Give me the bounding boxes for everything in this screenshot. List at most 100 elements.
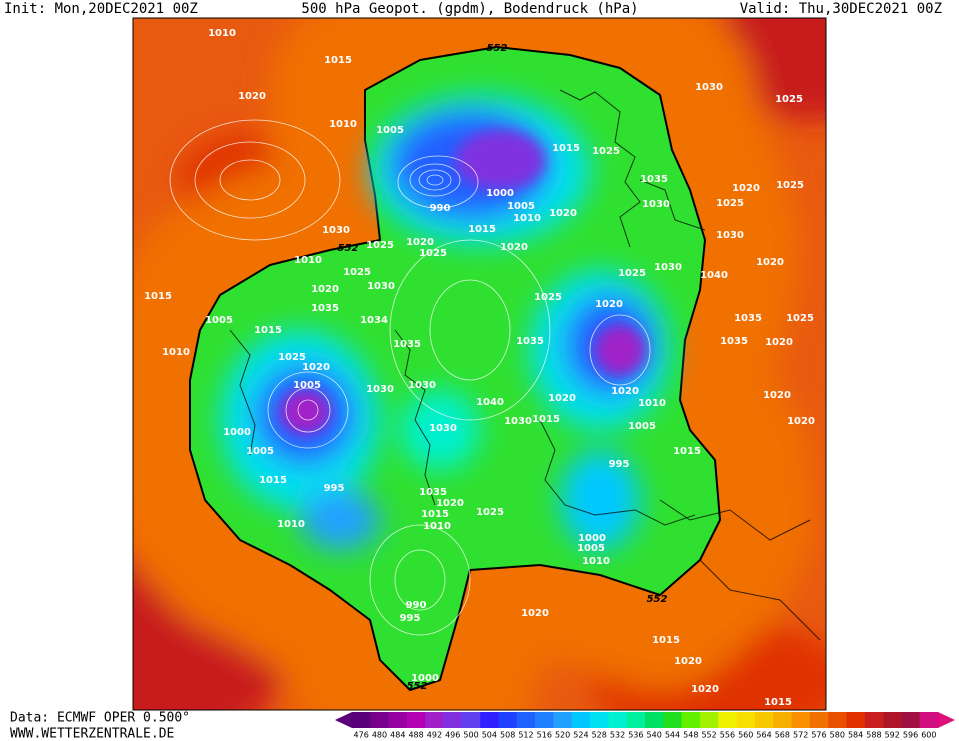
colorbar-label: 592 <box>885 731 900 740</box>
isobar-label: 1000 <box>486 188 514 199</box>
isobar-label: 1015 <box>673 446 701 457</box>
isobar-label: 1025 <box>419 248 447 259</box>
colorbar-swatch <box>425 712 444 728</box>
colorbar-swatch <box>645 712 664 728</box>
colorbar-arrow-right <box>938 712 955 728</box>
isobar-label: 1015 <box>144 291 172 302</box>
isobar-label: 1040 <box>700 270 728 281</box>
isobar-label: 1015 <box>764 697 792 708</box>
colorbar-swatch <box>809 712 829 728</box>
isobar-label: 1035 <box>720 336 748 347</box>
isobar-label: 1005 <box>628 421 656 432</box>
isobar-label: 1035 <box>419 487 447 498</box>
colorbar-swatch <box>663 712 682 728</box>
colorbar-label: 500 <box>463 731 478 740</box>
colorbar-label: 476 <box>354 731 369 740</box>
isobar-label: 1005 <box>205 315 233 326</box>
isobar-label: 1020 <box>238 91 266 102</box>
isobar-label: 1020 <box>691 684 719 695</box>
isobar-label: 1010 <box>294 255 322 266</box>
colorbar-label: 572 <box>793 731 808 740</box>
isobar-label: 1015 <box>254 325 282 336</box>
colorbar-swatch <box>553 712 573 728</box>
colorbar-label: 596 <box>903 731 918 740</box>
isobar-label: 1010 <box>277 519 305 530</box>
isobar-label: 1030 <box>642 199 670 210</box>
colorbar-swatch <box>590 712 609 728</box>
isobar-label: 1030 <box>716 230 744 241</box>
colorbar-swatch <box>846 712 866 728</box>
isobar-label: 1035 <box>640 174 668 185</box>
isobar-label: 1030 <box>504 416 532 427</box>
isobar-label: 990 <box>430 203 451 214</box>
isobar-label: 1030 <box>367 281 395 292</box>
colorbar-swatch <box>480 712 499 728</box>
isobar-label: 1000 <box>411 673 439 684</box>
colorbar-swatch <box>736 712 756 728</box>
isobar-label: 1025 <box>775 94 803 105</box>
isobar-label: 1025 <box>534 292 562 303</box>
colorbar-label: 588 <box>866 731 881 740</box>
isobar-label: 1005 <box>293 380 321 391</box>
colorbar-swatch <box>828 712 847 728</box>
isobar-label: 1030 <box>695 82 723 93</box>
site-url: WWW.WETTERZENTRALE.DE <box>10 727 174 741</box>
colorbar-label: 492 <box>427 731 442 740</box>
isobar-label: 1020 <box>406 237 434 248</box>
isobar-label: 1020 <box>500 242 528 253</box>
isobar-label: 1035 <box>516 336 544 347</box>
isobar-label: 1015 <box>652 635 680 646</box>
isobar-label: 1035 <box>311 303 339 314</box>
isobar-label: 1025 <box>716 198 744 209</box>
colorbar-swatch <box>352 712 371 728</box>
map-title: 500 hPa Geopot. (gpdm), Bodendruck (hPa) <box>301 1 638 17</box>
isobar-label: 1020 <box>595 299 623 310</box>
colorbar-swatch <box>370 712 389 728</box>
isobar-label: 1025 <box>343 267 371 278</box>
isobar-label: 1020 <box>674 656 702 667</box>
isobar-label: 1020 <box>548 393 576 404</box>
isobar-label: 1010 <box>329 119 357 130</box>
contour-label: 552 <box>338 243 359 254</box>
isobar-label: 1005 <box>376 125 404 136</box>
isobar-label: 1020 <box>756 257 784 268</box>
colorbar-swatch <box>461 712 481 728</box>
colorbar-swatch <box>919 712 939 728</box>
isobar-label: 1015 <box>324 55 352 66</box>
colorbar-swatch <box>535 712 554 728</box>
isobar-label: 1035 <box>393 339 421 350</box>
colorbar-label: 508 <box>500 731 515 740</box>
isobar-label: 1015 <box>421 509 449 520</box>
isobar-label: 1000 <box>223 427 251 438</box>
colorbar-arrow-left <box>335 712 352 728</box>
isobar-label: 1030 <box>429 423 457 434</box>
colorbar: 476 480 484 488 492 496 500 504 508 512 516 520 524 5… <box>352 712 939 740</box>
colorbar-label: 480 <box>372 731 387 740</box>
colorbar-label: 496 <box>445 731 460 740</box>
isobar-label: 1025 <box>776 180 804 191</box>
isobar-label: 1030 <box>654 262 682 273</box>
colorbar-swatch <box>608 712 627 728</box>
colorbar-label: 600 <box>921 731 936 740</box>
valid-time: Valid: Thu,30DEC2021 00Z <box>740 1 942 17</box>
colorbar-swatch <box>681 712 701 728</box>
isobar-label: 1020 <box>763 390 791 401</box>
colorbar-label: 568 <box>775 731 790 740</box>
isobar-label: 1025 <box>618 268 646 279</box>
isobar-label: 995 <box>324 483 345 494</box>
colorbar-swatch <box>516 712 536 728</box>
colorbar-swatch <box>883 712 902 728</box>
colorbar-label: 536 <box>628 731 643 740</box>
isobar-label: 1000 <box>578 533 606 544</box>
colorbar-label: 520 <box>555 731 570 740</box>
isobar-label: 1040 <box>476 397 504 408</box>
isobar-label: 1020 <box>787 416 815 427</box>
colorbar-swatch <box>498 712 518 728</box>
isobar-label: 1005 <box>246 446 274 457</box>
isobar-label: 1020 <box>549 208 577 219</box>
colorbar-swatch <box>406 712 426 728</box>
colorbar-swatch <box>754 712 774 728</box>
colorbar-label: 504 <box>482 731 497 740</box>
isobar-label: 1020 <box>765 337 793 348</box>
